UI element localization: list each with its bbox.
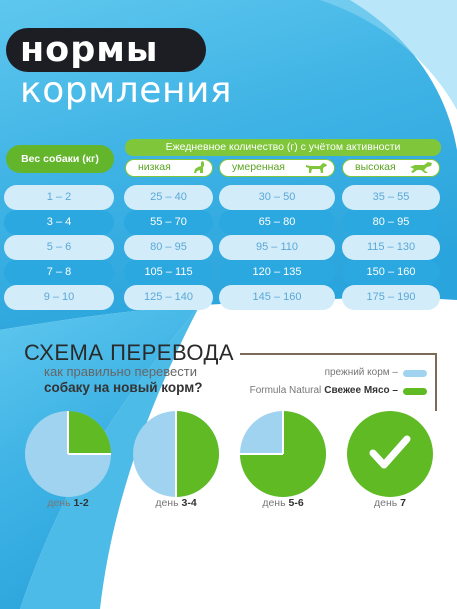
running-dog-icon [410,162,432,173]
schema-divider-vertical [435,353,437,411]
cell-value: 65 – 80 [258,216,296,228]
cell-value: 150 – 160 [366,266,416,278]
cell-value: 95 – 110 [255,241,298,253]
weight-header: Вес собаки (кг) [6,145,114,173]
day-number: 3-4 [181,497,197,509]
pie-slice-new [176,411,219,497]
table-cell: 25 – 40 [124,185,213,210]
legend-new-bold: Свежее Мясо – [324,385,398,396]
page-title: нормы [20,30,159,70]
table-cell: 80 – 95 [342,210,440,235]
weight-value: 1 – 2 [46,191,72,203]
table-cell: 175 – 190 [342,285,440,310]
schema-question-line2: собаку на новый корм? [44,380,203,395]
walking-dog-icon [306,163,327,173]
table-cell: 125 – 140 [124,285,213,310]
day-prefix: день [373,497,398,509]
table-row-weight: 9 – 10 [4,285,114,310]
title-pill [6,28,206,72]
activity-header: Ежедневное количество (г) с учётом актив… [125,139,441,156]
table-row-weight: 5 – 6 [4,235,114,260]
cell-value: 30 – 50 [258,191,296,203]
table-cell: 35 – 55 [342,185,440,210]
table-cell: 30 – 50 [219,185,335,210]
schema-title: СХЕМА ПЕРЕВОДА [24,340,235,365]
cell-value: 115 – 130 [366,241,416,253]
pie-slice-new [68,411,111,454]
weight-value: 3 – 4 [46,216,72,228]
table-cell: 120 – 135 [219,260,335,285]
level-moderate: умеренная [219,159,335,177]
schema-divider [240,353,437,355]
table-cell: 115 – 130 [342,235,440,260]
level-high: высокая [342,159,440,177]
table-cell: 65 – 80 [219,210,335,235]
legend-new: Formula Natural Свежее Мясо – [250,384,427,398]
table-row-weight: 3 – 4 [4,210,114,235]
pie-day-4 [347,411,433,497]
cell-value: 120 – 135 [252,266,302,278]
weight-value: 9 – 10 [43,291,75,303]
day-prefix: день [262,497,286,509]
day-number: 1-2 [73,497,89,509]
cell-value: 145 – 160 [252,291,302,303]
table-row-weight: 7 – 8 [4,260,114,285]
cell-value: 125 – 140 [144,291,193,303]
cell-value: 35 – 55 [372,191,410,203]
pie-day-2 [133,411,219,497]
level-moderate-label: умеренная [232,161,285,173]
cell-value: 25 – 40 [150,191,187,203]
day-number: 5-6 [288,497,304,509]
day-2-label: день 3-4 [131,497,221,509]
table-cell: 145 – 160 [219,285,335,310]
transition-pies [25,411,433,497]
pie-day-1 [25,411,111,497]
weight-value: 7 – 8 [46,266,72,278]
day-prefix: день [155,497,179,509]
cell-value: 175 – 190 [366,291,416,303]
pie-day-3 [240,411,326,497]
weight-value: 5 – 6 [46,241,72,253]
table-cell: 80 – 95 [124,235,213,260]
legend-new-swatch [403,387,427,395]
level-high-label: высокая [355,161,396,173]
checkmark-icon [369,435,411,469]
sitting-dog-icon [194,161,204,173]
table-cell: 150 – 160 [342,260,440,285]
legend-old-label: прежний корм – [324,367,398,378]
legend-old: прежний корм – [325,366,427,380]
day-number: 7 [400,497,406,509]
level-low-label: низкая [138,161,171,173]
cell-value: 55 – 70 [150,216,187,228]
schema-question-line1: как правильно перевести [44,364,197,379]
day-4-label: день 7 [345,497,435,509]
table-cell: 55 – 70 [124,210,213,235]
day-1-label: день 1-2 [23,497,113,509]
day-3-label: день 5-6 [238,497,328,509]
table-cell: 105 – 115 [124,260,213,285]
table-cell: 95 – 110 [219,235,335,260]
legend-new-prefix: Formula Natural [249,385,322,396]
table-row-weight: 1 – 2 [4,185,114,210]
cell-value: 105 – 115 [144,266,193,278]
day-prefix: день [47,497,71,509]
cell-value: 80 – 95 [372,216,410,228]
page-subtitle: кормления [20,70,233,111]
legend-old-swatch [403,369,427,377]
cell-value: 80 – 95 [150,241,187,253]
level-low: низкая [125,159,213,177]
